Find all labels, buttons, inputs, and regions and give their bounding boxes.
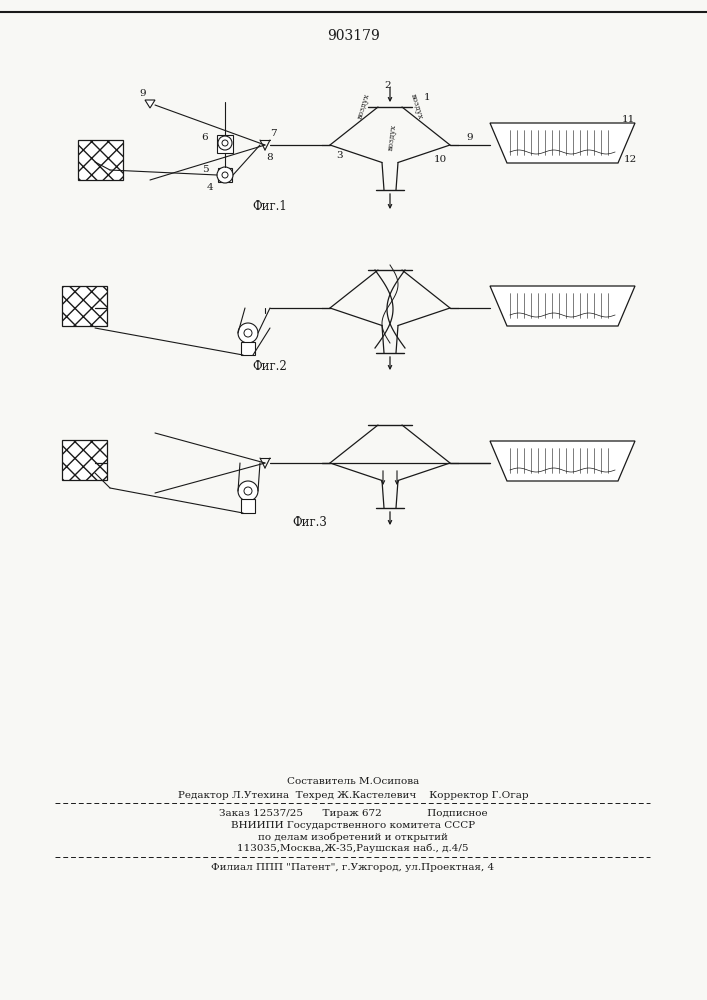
- Polygon shape: [490, 286, 635, 326]
- Text: 1: 1: [423, 93, 431, 102]
- Text: воздух: воздух: [356, 92, 372, 120]
- Text: по делам изобретений и открытий: по делам изобретений и открытий: [258, 832, 448, 842]
- Bar: [78, 140, 123, 180]
- Circle shape: [222, 172, 228, 178]
- Text: Фиг.1: Фиг.1: [252, 200, 287, 214]
- Text: 113035,Москва,Ж-35,Раушская наб., д.4/5: 113035,Москва,Ж-35,Раушская наб., д.4/5: [238, 843, 469, 853]
- Text: 5: 5: [201, 165, 209, 174]
- Text: воздух: воздух: [387, 123, 397, 151]
- Text: 7: 7: [269, 128, 276, 137]
- Polygon shape: [490, 441, 635, 481]
- Circle shape: [244, 487, 252, 495]
- Text: 3: 3: [337, 150, 344, 159]
- Bar: [62, 440, 107, 480]
- Polygon shape: [490, 123, 635, 163]
- Polygon shape: [145, 100, 155, 108]
- Text: 11: 11: [621, 114, 635, 123]
- Bar: [241, 342, 255, 355]
- Bar: [218, 168, 232, 182]
- Text: Заказ 12537/25      Тираж 672              Подписное: Заказ 12537/25 Тираж 672 Подписное: [218, 808, 487, 818]
- Text: воздух: воздух: [409, 92, 423, 120]
- Circle shape: [238, 323, 258, 343]
- Text: 9: 9: [467, 132, 473, 141]
- Text: 8: 8: [267, 152, 274, 161]
- Circle shape: [222, 140, 228, 146]
- Circle shape: [218, 136, 232, 150]
- Text: Составитель М.Осипова: Составитель М.Осипова: [287, 778, 419, 786]
- Circle shape: [238, 481, 258, 501]
- Bar: [62, 286, 107, 326]
- Text: 903179: 903179: [327, 29, 380, 43]
- Text: 12: 12: [624, 154, 636, 163]
- Text: Филиал ППП "Патент", г.Ужгород, ул.Проектная, 4: Филиал ППП "Патент", г.Ужгород, ул.Проек…: [211, 862, 495, 871]
- Text: 2: 2: [385, 81, 391, 90]
- Text: Редактор Л.Утехина  Техред Ж.Кастелевич    Корректор Г.Огар: Редактор Л.Утехина Техред Ж.Кастелевич К…: [177, 790, 528, 800]
- Circle shape: [244, 329, 252, 337]
- Text: Фиг.2: Фиг.2: [252, 360, 287, 373]
- Text: Фиг.3: Фиг.3: [293, 516, 327, 528]
- Text: ВНИИПИ Государственного комитета СССР: ВНИИПИ Государственного комитета СССР: [231, 820, 475, 830]
- Text: 4: 4: [206, 182, 214, 192]
- Bar: [217, 135, 233, 153]
- Bar: [241, 499, 255, 513]
- Text: 9: 9: [140, 89, 146, 98]
- Text: 10: 10: [433, 155, 447, 164]
- Text: 6: 6: [201, 132, 209, 141]
- Circle shape: [217, 167, 233, 183]
